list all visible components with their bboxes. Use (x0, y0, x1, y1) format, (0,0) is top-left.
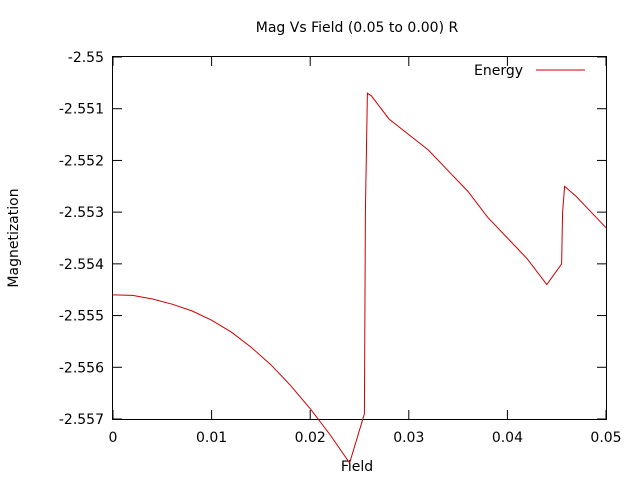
y-tick-label: -2.552 (59, 153, 104, 169)
y-axis-label: Magnetization (6, 188, 22, 287)
x-axis-label: Field (341, 459, 373, 475)
series-line-energy (112, 92, 607, 465)
y-tick-label: -2.553 (59, 205, 104, 221)
legend: Energy (474, 63, 585, 79)
y-axis: -2.55 -2.551 -2.552 -2.553 -2.554 -2.555 -2.55… (59, 50, 606, 428)
x-tick-label: 0.01 (196, 430, 227, 446)
x-tick-label: 0.04 (492, 430, 523, 446)
x-tick-label: 0.05 (590, 430, 621, 446)
x-tick-label: 0.02 (295, 430, 326, 446)
y-tick-label: -2.556 (59, 360, 104, 376)
y-tick-label: -2.554 (59, 257, 104, 273)
legend-label-energy: Energy (474, 63, 523, 79)
y-tick-label: -2.55 (68, 50, 104, 66)
y-tick-label: -2.557 (59, 412, 104, 428)
series-layer (112, 92, 607, 465)
plot-frame (112, 56, 607, 420)
x-axis: 0 0.01 0.02 0.03 0.04 0.05 (109, 57, 622, 446)
x-tick-label: 0 (109, 430, 118, 446)
y-tick-label: -2.551 (59, 102, 104, 118)
y-tick-label: -2.555 (59, 309, 104, 325)
x-tick-label: 0.03 (393, 430, 424, 446)
chart-title: Mag Vs Field (0.05 to 0.00) R (256, 20, 459, 36)
